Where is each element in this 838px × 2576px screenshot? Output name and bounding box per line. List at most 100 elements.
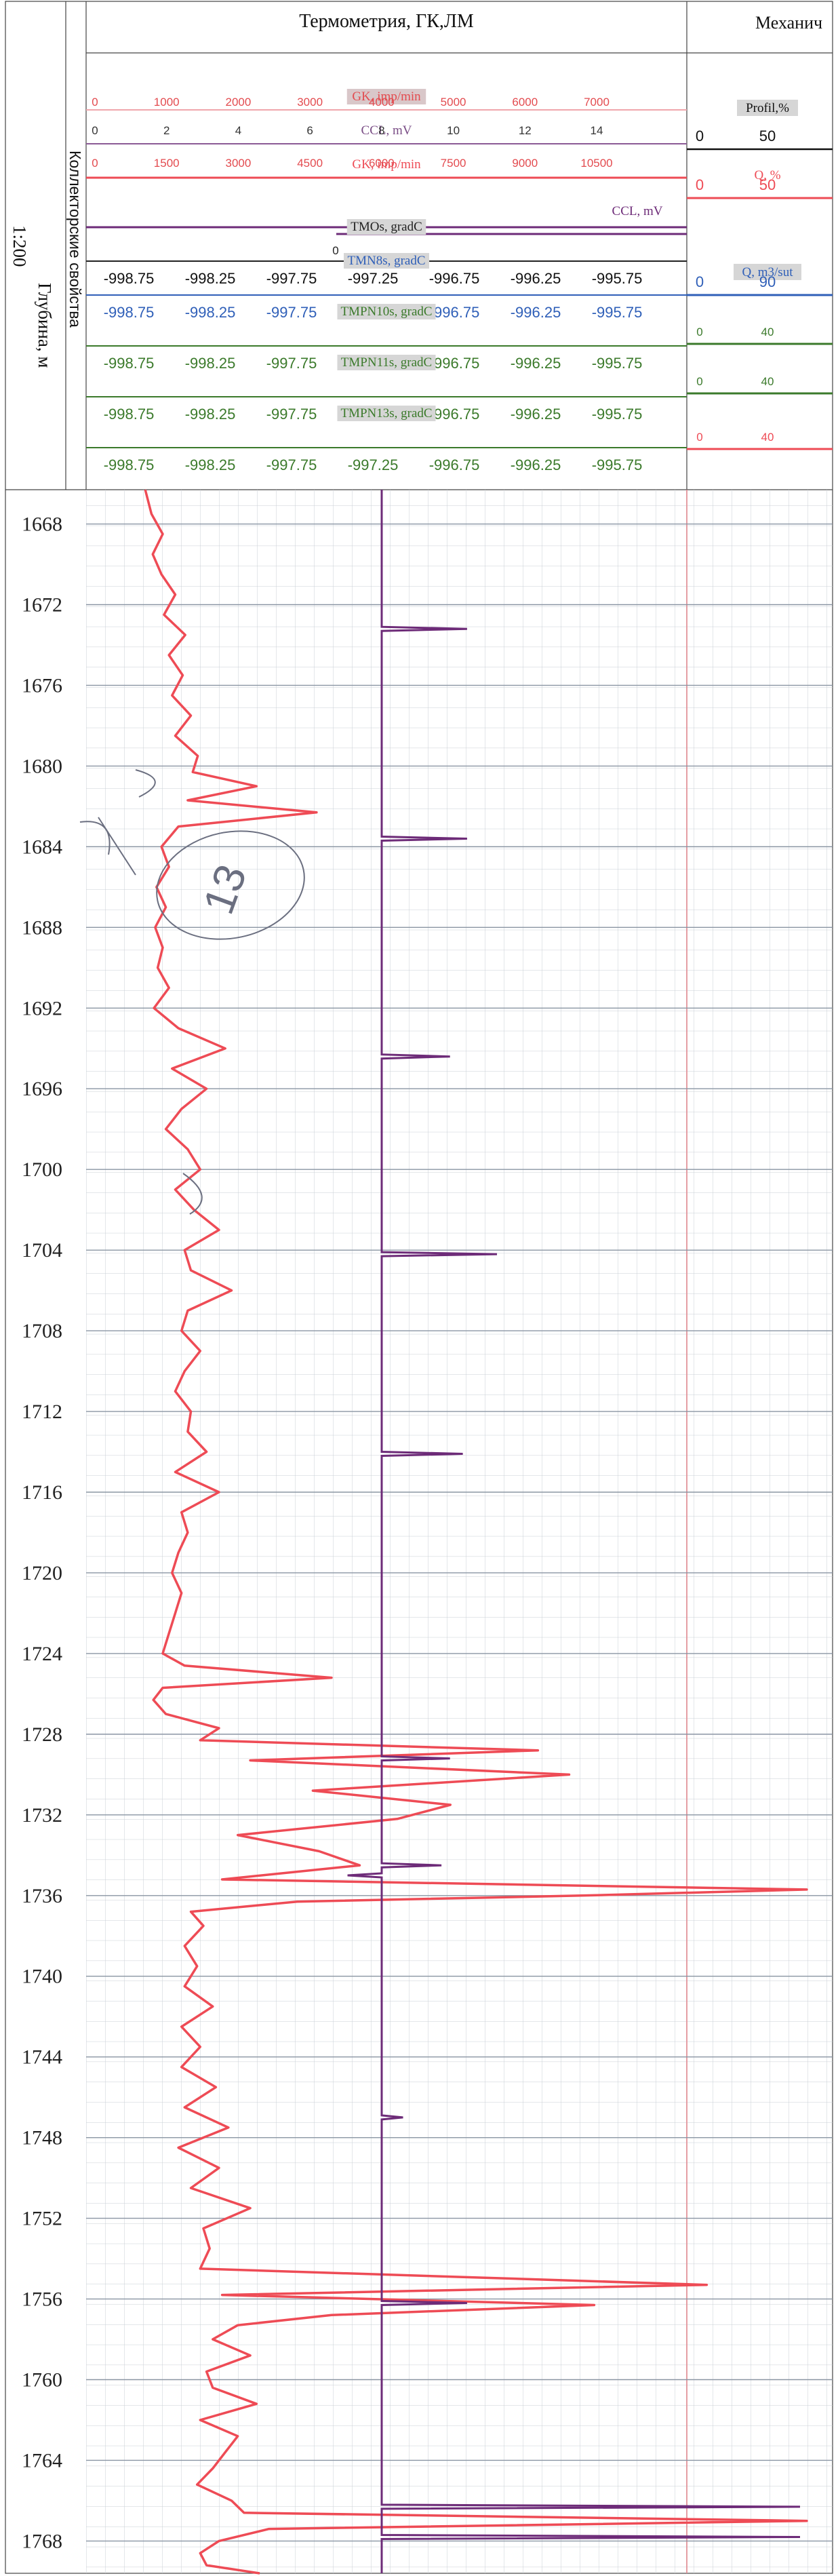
scale-title: CCL, mV <box>612 204 663 218</box>
scale-tick: -995.75 <box>592 270 643 287</box>
right-scale-title-bg <box>737 100 798 116</box>
depth-label: 1704 <box>22 1239 62 1262</box>
scale-tick: -997.75 <box>266 456 317 473</box>
scale-tick: 9000 <box>512 157 538 170</box>
scale-title-bg <box>346 89 426 104</box>
scale-title: TMOs, gradC <box>351 220 422 234</box>
scale-tick: 8 <box>378 124 384 137</box>
depth-label: 1684 <box>22 836 62 858</box>
scale-tick: -998.75 <box>104 406 155 423</box>
scale-tick: 10 <box>447 124 460 137</box>
grid <box>86 490 687 2573</box>
scale-tick: 2000 <box>226 96 252 109</box>
right-scale-tick: 0 <box>696 326 702 338</box>
depth-label: 1764 <box>22 2449 62 2472</box>
scale-tick: 4000 <box>369 96 395 109</box>
right-scale-3: 0 40 <box>687 326 833 345</box>
scale-2: GK, imp/min 0 1500 3000 4500 6000 7500 9000 1050… <box>86 157 687 179</box>
scale-tick: -996.25 <box>511 270 561 287</box>
header: Термометрия, ГК,ЛМ Механич Глубина, м 1:… <box>9 11 822 368</box>
scale-tick: -996.25 <box>511 355 561 372</box>
right-scale-tick: 50 <box>759 128 776 144</box>
depth-label: 1760 <box>22 2369 62 2392</box>
depth-label: 1744 <box>22 2046 62 2069</box>
right-scale-title: Q, % <box>754 168 780 182</box>
depth-scale: 1:200 <box>9 225 30 267</box>
right-scale-tick: 0 <box>696 176 704 193</box>
depth-label: 1708 <box>22 1320 62 1342</box>
scale-tick: -996.75 <box>429 406 480 423</box>
depth-label: 1740 <box>22 1966 62 1988</box>
depth-label: 1716 <box>22 1481 62 1504</box>
scale-title: CCL, mV <box>361 123 412 138</box>
pencil-tick <box>182 1173 203 1215</box>
scale-tick: 4500 <box>297 157 323 170</box>
scale-title: TMPN10s, gradC <box>340 305 432 319</box>
scale-tick: -995.75 <box>592 406 643 423</box>
right-scale-1: Q, % 0 50 <box>687 168 833 199</box>
scale-tick: 1500 <box>154 157 180 170</box>
right-scale-tick: 0 <box>696 375 702 388</box>
scale-tick: -995.75 <box>592 304 643 321</box>
right-scale-title: Profil,% <box>746 101 789 115</box>
right-scale-tick: 40 <box>761 375 774 388</box>
scale-tick: 12 <box>519 124 532 137</box>
right-scale-title: Q, m3/sut <box>742 265 794 279</box>
scale-tick: -997.75 <box>266 304 317 321</box>
depth-label: 1676 <box>22 674 62 697</box>
scale-tick: 6000 <box>512 96 538 109</box>
scale-tick: -996.75 <box>429 270 480 287</box>
depth-label: 1688 <box>22 916 62 939</box>
depth-label: 1700 <box>22 1158 62 1181</box>
scale-tick: 1000 <box>154 96 180 109</box>
scale-tick: 3000 <box>297 96 323 109</box>
scale-title-bg <box>346 219 426 235</box>
scale-title: GK, imp/min <box>352 157 421 172</box>
scale-1: CCL, mV 0 2 4 6 8 10 12 14 <box>86 123 687 144</box>
scale-tick: 2 <box>163 124 169 137</box>
scale-title-bg <box>344 253 429 269</box>
right-scale-0: Profil,% 0 50 <box>687 100 833 151</box>
scale-title: GK, imp/min <box>352 90 421 104</box>
scale-tick: -997.75 <box>266 355 317 372</box>
scale-title-bg <box>337 355 436 370</box>
depth-label: 1692 <box>22 997 62 1019</box>
scale-tick: -995.75 <box>592 355 643 372</box>
scale-tick: -995.75 <box>592 456 643 473</box>
scale-tick: 0 <box>92 96 98 109</box>
scale-tick: -996.25 <box>511 456 561 473</box>
scale-tick: -998.75 <box>104 304 155 321</box>
right-scale-tick: 0 <box>696 431 702 444</box>
scale-title-bg <box>337 304 436 319</box>
scale-title-bg <box>337 406 436 421</box>
scale-tick: -998.25 <box>185 355 236 372</box>
scale-title: TMPN11s, gradC <box>341 355 432 370</box>
right-scale-tick: 40 <box>761 431 774 444</box>
scale-tick: -996.25 <box>511 304 561 321</box>
scale-tick: -996.75 <box>429 304 480 321</box>
depth-label: 1736 <box>22 1885 62 1907</box>
scale-tick: -996.75 <box>429 355 480 372</box>
depth-label: 1680 <box>22 755 62 777</box>
depth-label: 1668 <box>22 513 62 536</box>
right-scale-tick: 90 <box>759 273 776 290</box>
scale-tick: 7000 <box>584 96 610 109</box>
scale-tick: 6 <box>306 124 313 137</box>
depth-label: 1712 <box>22 1401 62 1423</box>
scale-tick: 0 <box>332 244 338 257</box>
scale-tick: 4 <box>235 124 241 137</box>
scale-tick: -996.75 <box>429 456 480 473</box>
right-scale-2: Q, m3/sut 0 90 <box>687 264 833 296</box>
scale-tick: -998.25 <box>185 406 236 423</box>
depth-label: 1748 <box>22 2127 62 2149</box>
scale-title: TMN8s, gradC <box>347 254 425 268</box>
scale-tick: 5000 <box>441 96 466 109</box>
scale-tick: -998.25 <box>185 270 236 287</box>
mechanics-title: Механич <box>755 13 822 33</box>
right-scale-5: 0 40 <box>687 431 833 450</box>
reservoir-properties-title: Коллекторские свойства <box>66 151 84 328</box>
scale-tick: -998.75 <box>104 355 155 372</box>
scale-title: TMPN13s, gradC <box>340 406 432 421</box>
